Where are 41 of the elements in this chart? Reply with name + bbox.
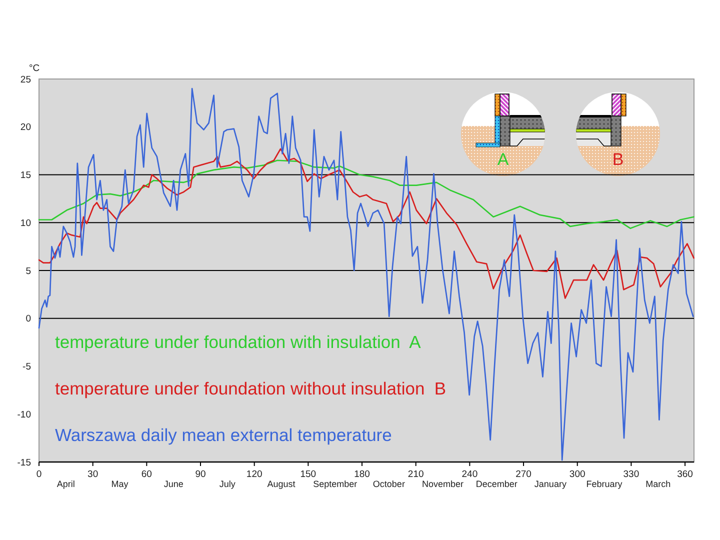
x-tick-label: 300 [569, 469, 586, 480]
y-axis-title: °C [29, 63, 40, 74]
y-tick-label: -5 [22, 362, 31, 373]
text: October [372, 479, 405, 489]
y-tick-label: 20 [20, 122, 31, 134]
text: April [56, 479, 75, 489]
x-tick-label: 210 [408, 469, 424, 480]
y-tick-label: -10 [17, 409, 31, 420]
annotation: A [497, 150, 510, 169]
text: February [586, 479, 623, 489]
x-tick-label: 240 [462, 469, 478, 480]
text: July [219, 479, 236, 489]
text: May [111, 479, 129, 489]
x-tick-label: 330 [623, 469, 640, 480]
annotation: B [612, 150, 624, 169]
text: March [646, 479, 671, 489]
x-tick-label: 30 [88, 469, 98, 480]
text: September [313, 479, 358, 489]
text: Warszawa daily mean external temperature [55, 425, 392, 445]
x-tick-label: 150 [300, 469, 316, 480]
x-tick-label: 360 [677, 469, 693, 480]
x-tick-label: 60 [141, 469, 152, 480]
line-series [38, 148, 694, 299]
text: November [422, 479, 464, 489]
text: June [164, 479, 184, 489]
x-tick-label: 0 [36, 469, 42, 480]
text: temperature under foundation without insulation B [55, 378, 446, 398]
y-tick-label: 0 [26, 314, 31, 325]
x-tick-label: 120 [246, 469, 262, 480]
y-tick-label: -15 [17, 457, 31, 468]
text: August [267, 479, 296, 489]
y-tick-label: 15 [20, 170, 31, 182]
text: December [476, 479, 518, 489]
y-tick-label: 5 [26, 266, 31, 277]
x-tick-label: 90 [195, 469, 206, 480]
x-tick-label: 270 [516, 469, 532, 480]
y-tick-label: 25 [20, 74, 31, 86]
y-tick-label: 10 [20, 218, 31, 229]
text: temperature under foundation with insulation A [55, 332, 422, 352]
x-tick-label: 180 [354, 469, 370, 480]
text: January [534, 479, 567, 489]
